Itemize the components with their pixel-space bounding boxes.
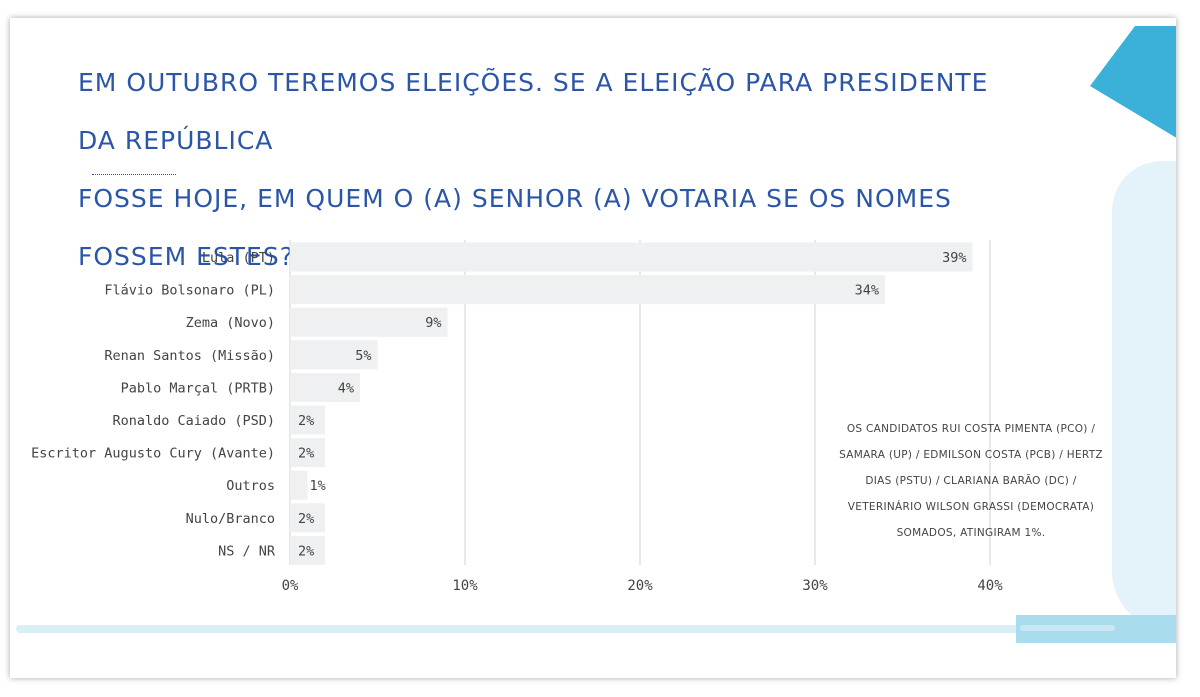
footnote-line: DIAS (PSTU) / CLARIANA BARÃO (DC) / <box>865 475 1077 487</box>
category-label: Pablo Marçal (PRTB) <box>121 380 275 396</box>
data-label: 5% <box>355 348 371 364</box>
category-label: NS / NR <box>218 543 276 559</box>
x-tick-label: 0% <box>282 578 299 594</box>
data-label: 34% <box>855 283 879 299</box>
footnote-line: SOMADOS, ATINGIRAM 1%. <box>896 527 1046 539</box>
bar-chart: Lula (PT) Flávio Bolsonaro (PL) Zema (Novo… <box>31 240 1004 594</box>
category-label: Ronaldo Caiado (PSD) <box>112 413 275 429</box>
bars <box>290 242 973 565</box>
bar <box>290 242 973 272</box>
bar <box>290 372 360 402</box>
category-label: Lula (PT) <box>202 250 275 266</box>
slide-frame: EM OUTUBRO TEREMOS ELEIÇÕES. SE A ELEIÇÃ… <box>10 18 1176 678</box>
title-line-2: FOSSE HOJE, EM QUEM O (A) SENHOR (A) VOT… <box>78 184 952 271</box>
data-label: 4% <box>338 380 354 396</box>
bar <box>290 438 325 468</box>
data-label: 2% <box>298 543 314 559</box>
bar <box>290 535 325 565</box>
category-label: Outros <box>226 478 275 494</box>
title-underline <box>92 174 176 175</box>
category-label: Escritor Augusto Cury (Avante) <box>31 446 275 462</box>
data-label: 2% <box>298 413 314 429</box>
decorative-shape-side <box>1112 161 1176 631</box>
bar <box>290 405 325 435</box>
data-label: 9% <box>425 315 441 331</box>
category-label: Zema (Novo) <box>186 315 275 331</box>
title-line-1: EM OUTUBRO TEREMOS ELEIÇÕES. SE A ELEIÇÃ… <box>78 68 989 155</box>
decorative-bottom-line <box>1020 625 1115 631</box>
footnote: OS CANDIDATOS RUI COSTA PIMENTA (PCO) / … <box>838 416 1104 546</box>
category-labels: Lula (PT) Flávio Bolsonaro (PL) Zema (Novo… <box>31 250 276 559</box>
x-tick-label: 40% <box>977 578 1003 594</box>
data-label: 2% <box>298 511 314 527</box>
category-label: Nulo/Branco <box>186 511 275 527</box>
data-label: 1% <box>310 478 326 494</box>
footnote-line: OS CANDIDATOS RUI COSTA PIMENTA (PCO) / <box>846 423 1096 435</box>
bar <box>290 340 378 370</box>
value-labels: 39% 34% 9% 5%4% 2% 2% 1% 2% 2% <box>298 250 967 559</box>
category-label: Flávio Bolsonaro (PL) <box>104 283 275 299</box>
bar <box>290 307 448 337</box>
x-tick-labels: 0% 10% 20% 30% 40% <box>282 578 1004 594</box>
footnote-line: SAMARA (UP) / EDMILSON COSTA (PCB) / HER… <box>839 449 1103 461</box>
bar <box>290 470 308 500</box>
footnote-line: VETERINÁRIO WILSON GRASSI (DEMOCRATA) <box>847 501 1095 513</box>
bar <box>290 503 325 533</box>
decorative-bottom-bar <box>16 625 1116 633</box>
data-label: 2% <box>298 446 314 462</box>
x-tick-label: 10% <box>452 578 478 594</box>
bar <box>290 275 885 305</box>
x-tick-label: 20% <box>627 578 653 594</box>
category-label: Renan Santos (Missão) <box>104 348 275 364</box>
data-label: 39% <box>942 250 966 266</box>
chart-title: EM OUTUBRO TEREMOS ELEIÇÕES. SE A ELEIÇÃ… <box>78 54 1018 286</box>
x-tick-label: 30% <box>802 578 828 594</box>
